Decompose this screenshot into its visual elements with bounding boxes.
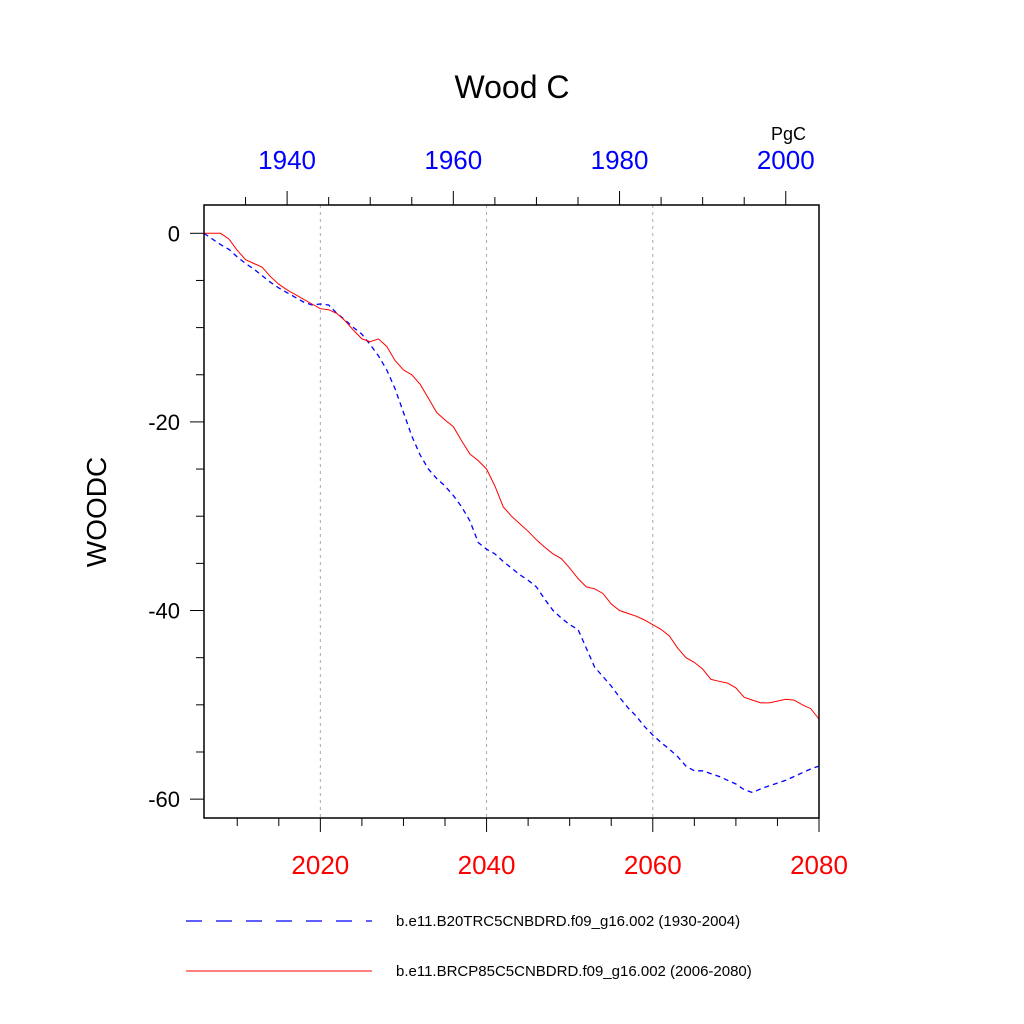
top-tick-label-1980: 1980 <box>591 145 649 175</box>
units-label: PgC <box>771 124 806 144</box>
top-tick-label-2000: 2000 <box>757 145 815 175</box>
legend-label-rcp85: b.e11.BRCP85C5CNBDRD.f09_g16.002 (2006-2… <box>396 963 752 980</box>
series-lines <box>203 232 820 794</box>
plot-frame <box>203 204 820 819</box>
series-line-1 <box>204 232 820 720</box>
legend: b.e11.B20TRC5CNBDRD.f09_g16.002 (1930-20… <box>186 913 752 980</box>
y-tick-label--40: -40 <box>148 599 180 624</box>
series-line-0 <box>203 232 820 794</box>
bottom-tick-label-2020: 2020 <box>291 850 349 880</box>
bottom-tick-label-2060: 2060 <box>624 850 682 880</box>
top-tick-label-1960: 1960 <box>424 145 482 175</box>
bottom-tick-label-2080: 2080 <box>790 850 848 880</box>
top-tick-label-1940: 1940 <box>258 145 316 175</box>
chart-title: Wood C <box>454 69 569 105</box>
grid-lines <box>319 205 654 818</box>
y-tick-label--60: -60 <box>148 787 180 812</box>
axis-ticks: 0 -20 -40 -60 2020 2040 2060 2080 1940 1960 1980 20… <box>148 145 848 880</box>
y-tick-label-0: 0 <box>168 221 180 246</box>
y-tick-label--20: -20 <box>148 410 180 435</box>
legend-label-historical: b.e11.B20TRC5CNBDRD.f09_g16.002 (1930-20… <box>396 913 740 930</box>
y-axis-label: WOODC <box>81 457 112 567</box>
bottom-tick-label-2040: 2040 <box>458 850 516 880</box>
